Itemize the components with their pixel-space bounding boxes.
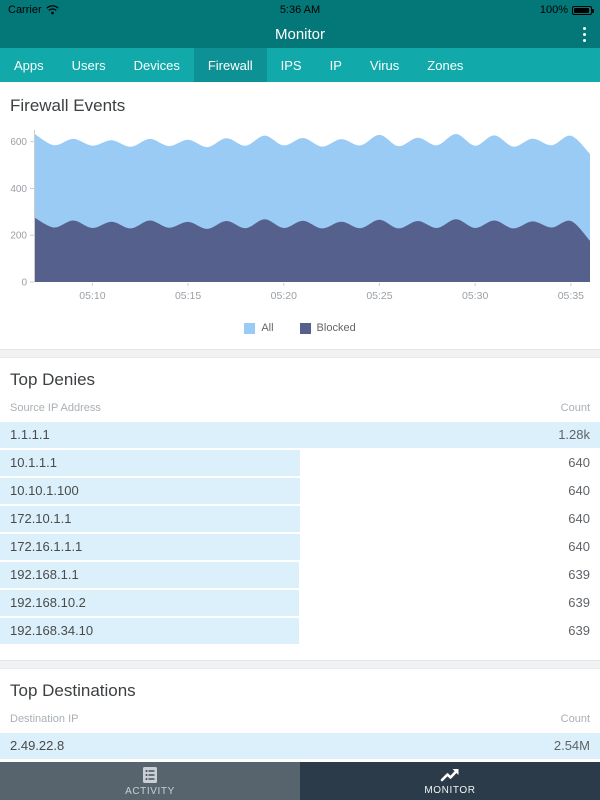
count-bar xyxy=(0,590,300,616)
col-source-ip: Source IP Address xyxy=(10,402,101,414)
monitor-tab-bar: Apps Users Devices Firewall IPS IP Virus Zones xyxy=(0,48,600,82)
battery-icon xyxy=(572,5,594,15)
count-value: 1.28k xyxy=(558,427,590,442)
tab-devices[interactable]: Devices xyxy=(133,57,180,73)
legend-label: Blocked xyxy=(316,322,356,334)
svg-text:600: 600 xyxy=(10,137,27,148)
count-bar xyxy=(0,534,300,560)
carrier-label: Carrier xyxy=(8,4,42,16)
top-denies-row[interactable]: 1.1.1.1 1.28k xyxy=(0,422,600,448)
status-bar: Carrier 5:36 AM 100% xyxy=(0,0,600,20)
count-value: 639 xyxy=(568,623,590,638)
tab-zones[interactable]: Zones xyxy=(427,57,464,73)
nav-bar: Monitor xyxy=(0,20,600,48)
ip-address: 10.1.1.1 xyxy=(10,455,57,470)
bottom-nav: ACTIVITY MONITOR xyxy=(0,762,600,800)
svg-text:200: 200 xyxy=(10,231,27,242)
count-value: 640 xyxy=(568,511,590,526)
count-value: 2.54M xyxy=(553,738,590,753)
ip-address: 192.168.10.2 xyxy=(10,595,86,610)
count-bar xyxy=(0,506,300,532)
top-destinations-header: Destination IP Count xyxy=(0,705,600,733)
top-destinations-title: Top Destinations xyxy=(10,681,136,700)
count-value: 639 xyxy=(568,595,590,610)
top-denies-row[interactable]: 10.10.1.100 640 xyxy=(0,478,600,504)
col-count: Count xyxy=(560,402,590,414)
top-denies-row[interactable]: 192.168.34.10 639 xyxy=(0,618,600,644)
count-value: 640 xyxy=(568,483,590,498)
svg-text:05:15: 05:15 xyxy=(175,290,201,302)
tab-firewall[interactable]: Firewall xyxy=(193,48,267,82)
bottom-tab-monitor[interactable]: MONITOR xyxy=(300,762,600,800)
count-value: 639 xyxy=(568,567,590,582)
page-title: Monitor xyxy=(274,25,326,43)
count-bar xyxy=(0,478,300,504)
section-divider xyxy=(0,660,600,669)
ip-address: 10.10.1.100 xyxy=(10,483,79,498)
status-time: 5:36 AM xyxy=(279,4,321,16)
bottom-tab-activity[interactable]: ACTIVITY xyxy=(0,762,300,800)
ip-address: 172.16.1.1.1 xyxy=(10,539,83,554)
svg-text:05:20: 05:20 xyxy=(271,290,297,302)
activity-list-icon xyxy=(143,767,157,783)
svg-text:05:25: 05:25 xyxy=(366,290,392,302)
svg-text:05:30: 05:30 xyxy=(462,290,488,302)
legend-item-all: All xyxy=(244,322,274,334)
col-destination-ip: Destination IP xyxy=(10,713,79,725)
tab-users[interactable]: Users xyxy=(71,57,106,73)
ip-address: 172.10.1.1 xyxy=(10,511,72,526)
top-denies-table: 1.1.1.1 1.28k 10.1.1.1 640 10.10.1.100 640 172… xyxy=(0,422,600,644)
top-destinations-table: 2.49.22.8 2.54M xyxy=(0,733,600,759)
firewall-events-title: Firewall Events xyxy=(10,96,126,115)
top-denies-row[interactable]: 192.168.1.1 639 xyxy=(0,562,600,588)
ip-address: 2.49.22.8 xyxy=(10,738,65,753)
tab-ip[interactable]: IP xyxy=(329,57,342,73)
count-value: 640 xyxy=(568,455,590,470)
main-content: Firewall Events 0 200 400 600 05:10 05:15 05:2… xyxy=(0,82,600,762)
legend-item-blocked: Blocked xyxy=(299,322,356,334)
firewall-events-chart: 0 200 400 600 05:10 05:15 05:20 05:25 05:30 05:35… xyxy=(0,122,600,337)
count-bar xyxy=(0,422,600,448)
monitor-trend-icon xyxy=(440,769,459,782)
count-bar xyxy=(0,733,600,759)
count-bar xyxy=(0,562,300,588)
top-denies-row[interactable]: 192.168.10.2 639 xyxy=(0,590,600,616)
tab-apps[interactable]: Apps xyxy=(14,57,44,73)
top-denies-header: Source IP Address Count xyxy=(0,394,600,422)
ip-address: 192.168.34.10 xyxy=(10,623,94,638)
svg-text:400: 400 xyxy=(10,184,27,195)
ip-address: 192.168.1.1 xyxy=(10,567,79,582)
bottom-tab-label: ACTIVITY xyxy=(125,786,175,797)
count-bar xyxy=(0,618,300,644)
ip-address: 1.1.1.1 xyxy=(10,427,50,442)
wifi-icon xyxy=(46,5,59,15)
count-bar xyxy=(0,450,300,476)
count-value: 640 xyxy=(568,539,590,554)
chart-legend: All Blocked xyxy=(0,319,600,337)
top-destinations-row[interactable]: 2.49.22.8 2.54M xyxy=(0,733,600,759)
top-denies-row[interactable]: 172.16.1.1.1 640 xyxy=(0,534,600,560)
legend-swatch xyxy=(299,322,311,334)
tab-ips[interactable]: IPS xyxy=(280,57,302,73)
top-denies-row[interactable]: 172.10.1.1 640 xyxy=(0,506,600,532)
top-denies-row[interactable]: 10.1.1.1 640 xyxy=(0,450,600,476)
top-denies-title: Top Denies xyxy=(10,370,96,389)
overflow-menu-icon[interactable] xyxy=(579,23,590,46)
section-divider xyxy=(0,349,600,358)
battery-percent-label: 100% xyxy=(539,4,568,16)
col-count: Count xyxy=(560,713,590,725)
svg-text:0: 0 xyxy=(21,278,27,289)
tab-virus[interactable]: Virus xyxy=(369,57,400,73)
legend-swatch xyxy=(244,322,256,334)
stacked-area-chart: 0 200 400 600 05:10 05:15 05:20 05:25 05:30 05:35 xyxy=(10,130,590,302)
bottom-tab-label: MONITOR xyxy=(424,785,476,796)
legend-label: All xyxy=(261,322,274,334)
svg-text:05:35: 05:35 xyxy=(558,290,584,302)
svg-text:05:10: 05:10 xyxy=(79,290,105,302)
